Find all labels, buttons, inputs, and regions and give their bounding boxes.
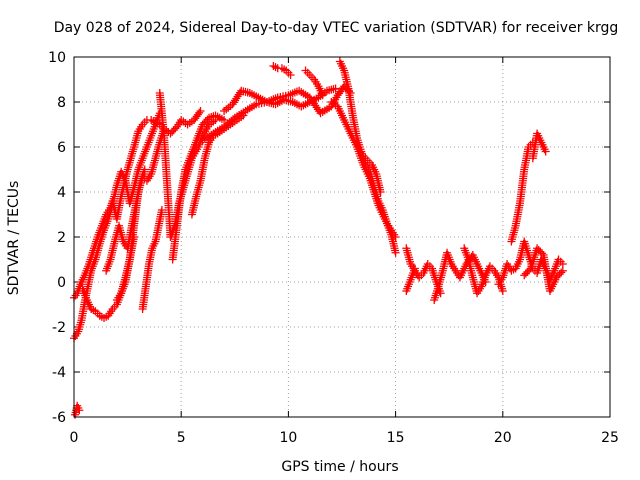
data-point bbox=[410, 264, 419, 273]
x-tick-label: 5 bbox=[177, 430, 186, 446]
series-s19 bbox=[402, 264, 419, 295]
y-tick-label: 4 bbox=[57, 185, 66, 201]
axis-tick-labels: 0 5 10 15 20 25 -6 -4 -2 0 2 4 6 8 10 bbox=[48, 50, 619, 446]
data-points bbox=[70, 57, 567, 419]
series-s7 bbox=[138, 206, 166, 313]
x-tick-label: 20 bbox=[494, 430, 512, 446]
data-point bbox=[558, 266, 567, 275]
series-s16 bbox=[327, 98, 400, 241]
x-tick-label: 15 bbox=[387, 430, 405, 446]
y-tick-label: 10 bbox=[48, 50, 66, 66]
series-s23 bbox=[507, 138, 537, 246]
series-s9 bbox=[168, 111, 229, 264]
series-s10 bbox=[187, 111, 248, 219]
y-tick-label: -4 bbox=[52, 365, 66, 381]
y-tick-label: -6 bbox=[52, 410, 66, 426]
y-tick-label: 0 bbox=[57, 275, 66, 291]
data-point bbox=[318, 91, 327, 100]
x-tick-label: 0 bbox=[70, 430, 79, 446]
data-point-fill bbox=[557, 268, 566, 277]
data-point bbox=[75, 406, 84, 415]
series-s3 bbox=[71, 401, 84, 419]
data-point bbox=[541, 147, 550, 156]
y-tick-label: 2 bbox=[57, 230, 66, 246]
data-point bbox=[391, 248, 400, 257]
data-point bbox=[157, 206, 166, 214]
data-point bbox=[331, 84, 340, 93]
series-s17 bbox=[359, 152, 385, 196]
y-axis-label: SDTVAR / TECUs bbox=[6, 181, 22, 296]
data-point bbox=[498, 287, 507, 295]
data-point bbox=[220, 116, 229, 124]
data-point bbox=[196, 107, 205, 115]
series-s12 bbox=[220, 84, 340, 115]
data-point bbox=[558, 260, 567, 268]
data-point-fill bbox=[195, 108, 204, 117]
y-tick-label: 8 bbox=[57, 95, 66, 111]
x-axis-label: GPS time / hours bbox=[281, 459, 398, 475]
data-point-fill bbox=[271, 63, 280, 72]
series-s20 bbox=[430, 248, 490, 304]
x-tick-label: 25 bbox=[601, 430, 619, 446]
grid bbox=[74, 57, 610, 417]
y-tick-label: -2 bbox=[52, 320, 66, 336]
series-s25 bbox=[520, 244, 567, 295]
series-s14 bbox=[301, 66, 327, 100]
series-s24 bbox=[528, 129, 550, 163]
chart-title: Day 028 of 2024, Sidereal Day-to-day VTE… bbox=[54, 20, 619, 36]
data-point bbox=[376, 188, 385, 196]
x-tick-label: 10 bbox=[279, 430, 297, 446]
plot-frame bbox=[73, 56, 611, 418]
data-point bbox=[140, 165, 149, 174]
data-point bbox=[391, 233, 400, 241]
data-point-fill bbox=[236, 88, 245, 97]
series-s13 bbox=[269, 62, 295, 79]
y-tick-label: 6 bbox=[57, 140, 66, 156]
data-point bbox=[286, 71, 295, 79]
data-point-fill bbox=[537, 249, 546, 258]
